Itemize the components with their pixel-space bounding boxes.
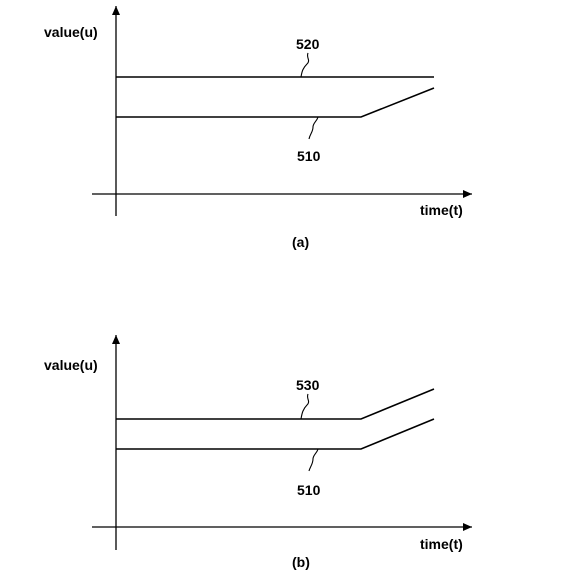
figure-b-y-axis-label: value(u): [44, 357, 98, 373]
figure-a-ref-label-520: 520: [296, 36, 320, 52]
figure-b: value(u) time(t) 530 510 (b): [44, 335, 472, 570]
figure-a-ref-label-510: 510: [297, 148, 321, 164]
figure-b-leader-510: [308, 448, 319, 472]
figure-a-leader-520: [300, 52, 310, 78]
figure-b-ref-label-510: 510: [297, 482, 321, 498]
figure-b-x-axis-label: time(t): [420, 536, 463, 552]
figure-a-leader-510: [308, 116, 319, 140]
figure-a-y-axis-label: value(u): [44, 24, 98, 40]
figure-a: value(u) time(t) 520 510 (a): [44, 6, 472, 250]
figure-b-curve-530: [116, 388, 435, 420]
figure-a-x-axis-label: time(t): [420, 202, 463, 218]
figure-b-caption: (b): [292, 554, 310, 570]
figure-b-curve-510: [116, 418, 435, 450]
figure-b-ref-label-530: 530: [296, 377, 320, 393]
figure-a-curve-510: [116, 87, 435, 118]
figure-a-caption: (a): [292, 234, 309, 250]
figure-b-leader-530: [300, 393, 310, 420]
